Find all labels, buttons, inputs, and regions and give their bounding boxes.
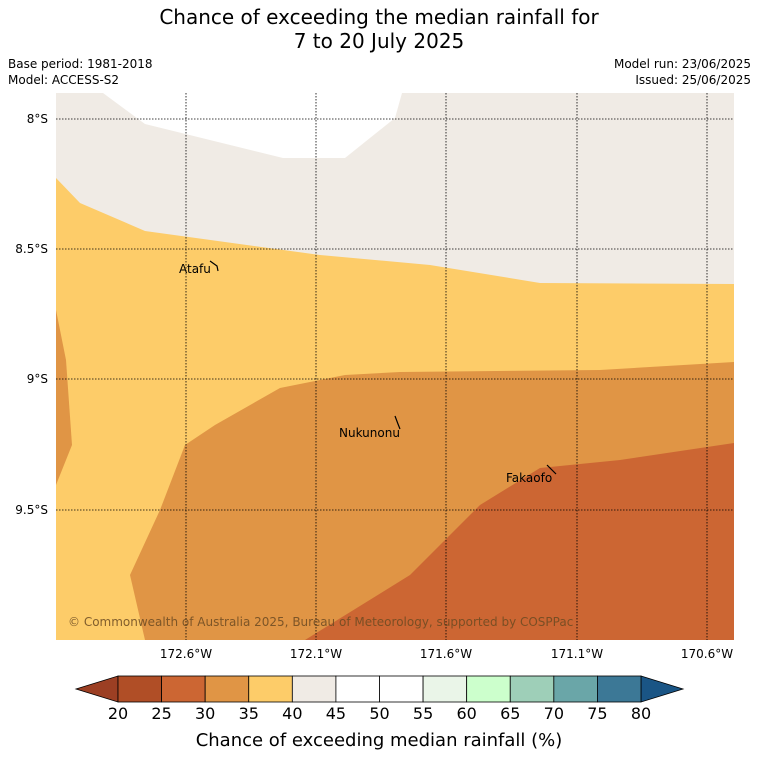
gridlines <box>56 93 734 640</box>
colorbar-segment <box>509 675 555 703</box>
meta-left: Base period: 1981-2018 Model: ACCESS-S2 <box>8 56 153 88</box>
lat-label-8s: 8°S <box>26 112 48 126</box>
title-line-1: Chance of exceeding the median rainfall … <box>159 5 599 29</box>
atafu-island <box>209 260 219 272</box>
fakaofo-island <box>546 464 557 475</box>
base-period: Base period: 1981-2018 <box>8 57 153 71</box>
colorbar-segment <box>553 675 598 703</box>
lon-label-171-6w: 171.6°W <box>419 647 473 661</box>
colorbar-tick-label: 40 <box>282 704 303 723</box>
region-25-30 <box>305 443 734 640</box>
copyright-notice: © Commonwealth of Australia 2025, Bureau… <box>68 615 573 629</box>
colorbar-under-arrow <box>74 675 119 703</box>
title-line-2: 7 to 20 July 2025 <box>293 29 465 53</box>
region-30-35-west <box>56 310 72 485</box>
lon-label-172-6w: 172.6°W <box>159 647 213 661</box>
colorbar-segment <box>248 675 293 703</box>
lon-label-170-6w: 170.6°W <box>680 647 734 661</box>
place-label-nukunonu: Nukunonu <box>339 426 400 440</box>
place-label-fakaofo: Fakaofo <box>506 471 552 485</box>
colorbar-over-arrow <box>640 675 685 703</box>
colorbar-tick-label: 30 <box>194 704 216 723</box>
meta-right: Model run: 23/06/2025 Issued: 25/06/2025 <box>614 56 751 88</box>
colorbar-segment <box>117 675 162 703</box>
place-label-atafu: Atafu <box>179 262 211 276</box>
lon-label-172-1w: 172.1°W <box>289 647 343 661</box>
colorbar-segment <box>291 675 337 703</box>
lat-label-9-5s: 9.5°S <box>15 503 48 517</box>
chart-title: Chance of exceeding the median rainfall … <box>0 5 758 53</box>
colorbar-tick-label: 60 <box>456 704 477 723</box>
colorbar-segment <box>466 675 511 703</box>
colorbar-segment <box>379 675 424 703</box>
lon-label-171-1w: 171.1°W <box>550 647 604 661</box>
lat-label-8-5s: 8.5°S <box>15 242 48 256</box>
issued-date: Issued: 25/06/2025 <box>635 73 751 87</box>
colorbar-tick-label: 20 <box>107 704 129 723</box>
colorbar-segment <box>204 675 250 703</box>
colorbar-tick-label: 50 <box>369 704 390 723</box>
colorbar-tick-label: 55 <box>412 704 434 723</box>
nukunonu-island <box>394 415 401 430</box>
model-run: Model run: 23/06/2025 <box>613 57 751 71</box>
colorbar-tick-label: 70 <box>543 704 565 723</box>
colorbar-segment <box>161 675 206 703</box>
colorbar-tick-label: 75 <box>587 704 608 723</box>
colorbar-tick-label: 45 <box>325 704 347 723</box>
model-name: Model: ACCESS-S2 <box>8 73 120 87</box>
region-45-55 <box>103 93 402 158</box>
colorbar-tick-label: 25 <box>151 704 172 723</box>
colorbar-tick-label: 35 <box>238 704 259 723</box>
lat-label-9s: 9°S <box>26 372 48 386</box>
colorbar-title: Chance of exceeding median rainfall (%) <box>195 730 563 751</box>
colorbar-segment <box>422 675 468 703</box>
colorbar-tick-label: 65 <box>500 704 521 723</box>
colorbar-tick-label: 80 <box>630 704 652 723</box>
colorbar-segment <box>335 675 380 703</box>
colorbar-segment <box>597 675 642 703</box>
colorbar <box>74 675 685 703</box>
